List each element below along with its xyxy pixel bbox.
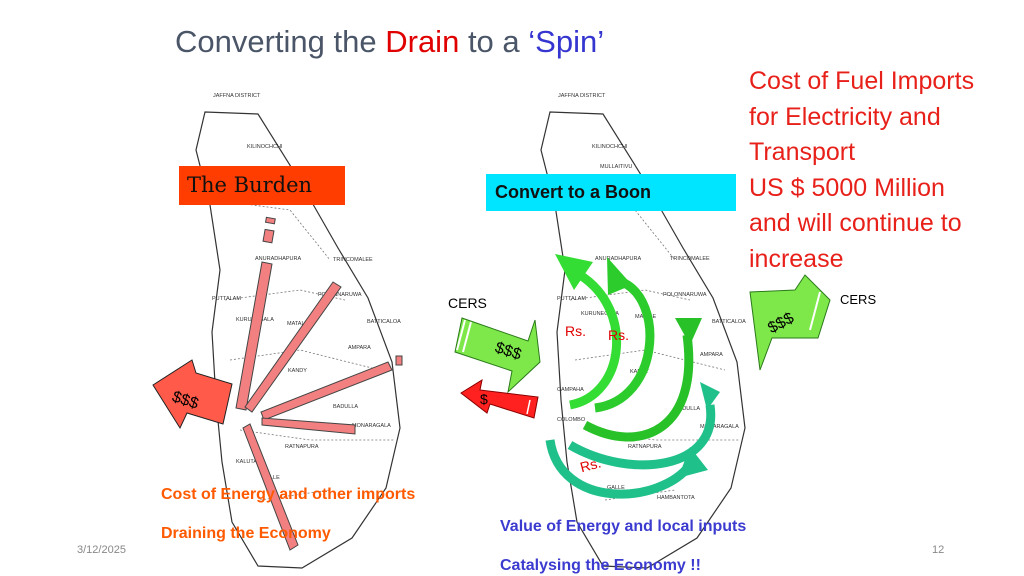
outflow-arrow: $$$	[152, 359, 233, 430]
cers-inflow-arrow-right: $$$	[749, 274, 831, 371]
district-label: AMPARA	[700, 352, 723, 358]
cost-note: Cost of Fuel Imports for Electricity and…	[749, 64, 974, 278]
district-label: KANDY	[288, 368, 307, 374]
left-caption-1: Cost of Energy and other imports	[161, 486, 416, 503]
cers-label: CERS	[840, 292, 877, 307]
district-label: AMPARA	[348, 345, 371, 351]
cers-label: CERS	[448, 295, 487, 311]
pink-arrow	[244, 281, 342, 413]
slide-title: Converting the Drain to a ‘Spin’	[175, 24, 604, 60]
arrow-label: $	[480, 391, 488, 407]
slide-number: 12	[932, 544, 945, 556]
district-label: HAMBANTOTA	[657, 495, 695, 501]
district-label: TRINCOMALEE	[670, 256, 710, 262]
district-label: BADULLA	[333, 404, 358, 410]
district-label: KALUTARA	[236, 459, 265, 465]
left-caption-2: Draining the Economy	[161, 525, 331, 542]
note-line: US $ 5000 Million	[749, 173, 945, 202]
rs-label: Rs.	[565, 323, 586, 339]
pink-arrow	[242, 423, 299, 551]
district-label: PUTTALAM	[212, 296, 241, 302]
note-line: Cost of Fuel Imports	[749, 67, 975, 95]
district-label: BADULLA	[675, 406, 700, 412]
district-label: KURUNEGALA	[581, 311, 619, 317]
title-text: to a	[459, 24, 529, 59]
teal-arc	[567, 404, 716, 470]
district-label: RATNAPURA	[628, 444, 662, 450]
cers-inflow-arrow: $$$	[454, 317, 541, 394]
rs-label: Rs.	[608, 327, 629, 343]
circulation-arrows	[545, 254, 720, 499]
right-caption-2: Catalysing the Economy !!	[500, 557, 701, 574]
slide-date: 3/12/2025	[77, 544, 126, 556]
outflow-arrow-small: $	[460, 378, 539, 419]
teal-arc	[545, 439, 694, 499]
title-spin: ‘Spin’	[528, 24, 605, 59]
district-label: ANURADHAPURA	[255, 256, 301, 262]
title-text: Converting the	[175, 24, 386, 59]
rs-label: Rs.	[578, 454, 602, 475]
district-label: KILINOCHCHI	[247, 144, 283, 150]
district-label: JAFFNA DISTRICT	[558, 93, 606, 99]
district-label: POLONNARUWA	[663, 292, 707, 298]
district-label: POLONNARUWA	[318, 292, 362, 298]
district-label: MULLAITIVU	[600, 164, 632, 170]
district-label: ANURADHAPURA	[595, 256, 641, 262]
district-label: MATALE	[287, 321, 309, 327]
note-line: for Electricity and	[749, 102, 941, 131]
note-line: and will continue to	[749, 209, 962, 238]
district-label: BATTICALOA	[712, 319, 746, 325]
district-label: MONARAGALA	[700, 424, 739, 430]
note-line: increase	[749, 244, 844, 273]
district-label: RATNAPURA	[285, 444, 319, 450]
district-label: JAFFNA DISTRICT	[213, 93, 261, 99]
district-label: CAMPAHA	[557, 387, 584, 393]
green-arc	[594, 277, 655, 413]
district-label: COLOMBO	[557, 417, 586, 423]
pink-arrow	[261, 417, 356, 435]
right-caption-1: Value of Energy and local inputs	[500, 518, 747, 535]
left-map: JAFFNA DISTRICT KILINOCHCHI ANURADHAPURA…	[152, 93, 403, 569]
title-drain: Drain	[385, 24, 460, 59]
district-label: TRINCOMALEE	[333, 257, 373, 263]
pink-arrow	[235, 261, 273, 411]
burden-label: The Burden	[179, 166, 345, 205]
green-arc	[568, 271, 622, 410]
district-label: PUTTALAM	[557, 296, 586, 302]
inflow-arrows	[235, 216, 403, 551]
green-arc	[582, 334, 694, 442]
district-label: BATTICALOA	[367, 319, 401, 325]
district-label: MONARAGALA	[352, 423, 391, 429]
boon-label: Convert to a Boon	[486, 174, 736, 211]
district-label: GALLE	[607, 485, 625, 491]
note-line: Transport	[749, 138, 856, 167]
district-label: KILINOCHCHI	[592, 144, 628, 150]
